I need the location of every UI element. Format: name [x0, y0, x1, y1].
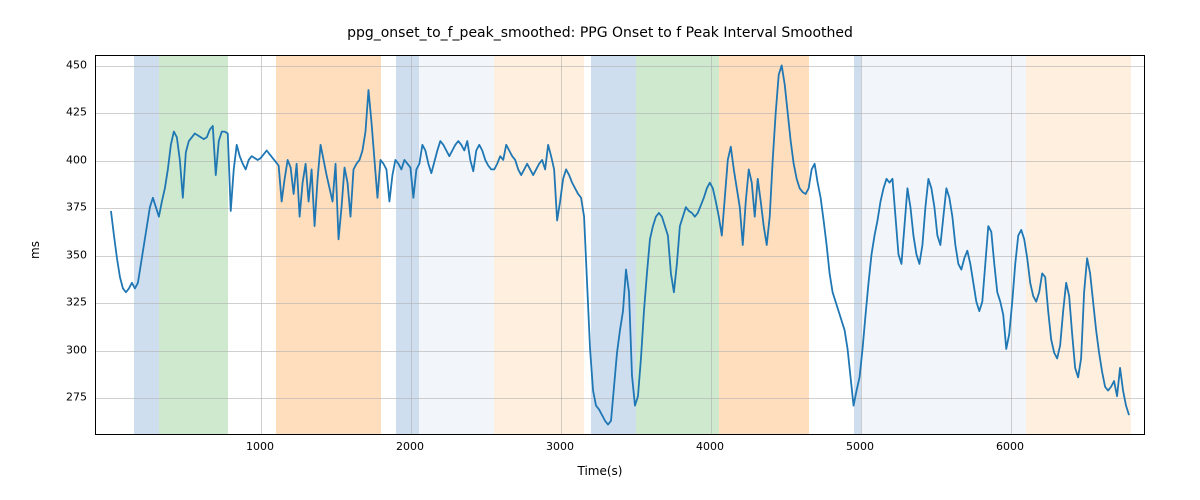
- line-series: [96, 56, 1144, 434]
- y-tick-label: 325: [37, 296, 87, 309]
- plot-area: [95, 55, 1145, 435]
- y-tick-label: 450: [37, 58, 87, 71]
- y-tick-label: 300: [37, 343, 87, 356]
- x-tick-label: 1000: [246, 440, 274, 453]
- x-tick-label: 3000: [546, 440, 574, 453]
- x-tick-label: 4000: [696, 440, 724, 453]
- chart-title: ppg_onset_to_f_peak_smoothed: PPG Onset …: [0, 25, 1200, 41]
- x-tick-label: 5000: [846, 440, 874, 453]
- y-tick-label: 425: [37, 106, 87, 119]
- x-tick-label: 6000: [996, 440, 1024, 453]
- x-axis-label: Time(s): [0, 464, 1200, 478]
- y-tick-label: 375: [37, 201, 87, 214]
- chart-container: ppg_onset_to_f_peak_smoothed: PPG Onset …: [0, 0, 1200, 500]
- y-tick-label: 275: [37, 391, 87, 404]
- y-tick-label: 400: [37, 153, 87, 166]
- series-path: [111, 65, 1129, 424]
- y-tick-label: 350: [37, 248, 87, 261]
- x-tick-label: 2000: [396, 440, 424, 453]
